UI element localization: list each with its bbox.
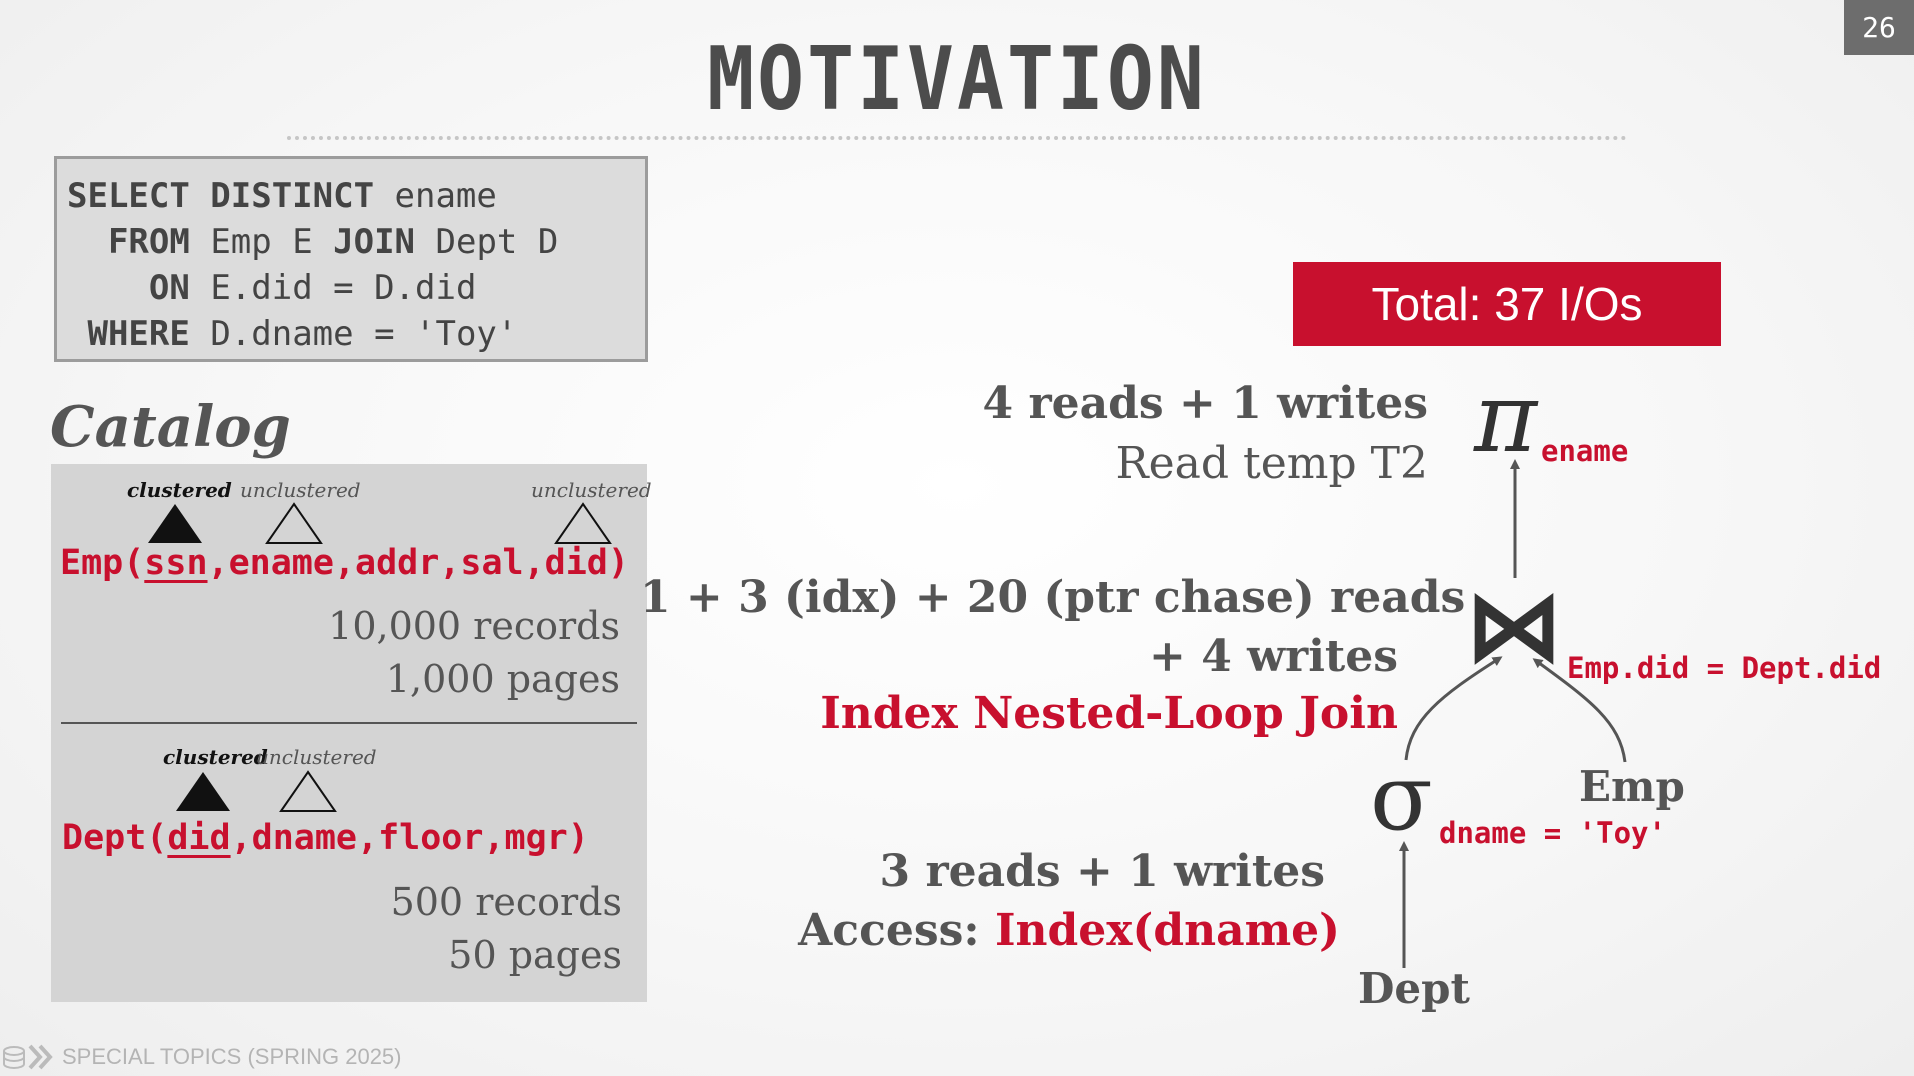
dept-index-label-clustered: clustered: [163, 745, 268, 769]
join-symbol: ⋈: [1466, 569, 1562, 682]
selection-access: Access: Index(dname): [798, 905, 1340, 956]
clustered-index-triangle-icon: [176, 772, 230, 811]
emp-schema: Emp(ssn,ename,addr,sal,did): [60, 543, 629, 583]
projection-attribute: ename: [1541, 434, 1629, 468]
emp-page-count: 1,000 pages: [385, 657, 620, 701]
projection-symbol: π: [1474, 362, 1538, 474]
footer-course-label: SPECIAL TOPICS (SPRING 2025): [62, 1044, 402, 1069]
sql-text: E.did = D.did: [189, 268, 477, 308]
sql-text: ename: [374, 176, 497, 216]
selection-predicate: dname = 'Toy': [1439, 816, 1666, 850]
emp-index-label-unclustered: unclustered: [240, 478, 361, 502]
dept-primary-key: did: [167, 818, 231, 858]
sql-keyword: JOIN: [333, 222, 416, 262]
sql-keyword: ON: [148, 268, 190, 308]
catalog-box: [51, 464, 647, 1002]
slide-title: MOTIVATION: [707, 29, 1207, 131]
unclustered-index-triangle-icon: [265, 502, 323, 544]
edge-selection-to-join: [1404, 656, 1503, 761]
dept-schema: Dept(did,dname,floor,mgr): [62, 818, 589, 858]
projection-cost: 4 reads + 1 writes: [982, 378, 1428, 429]
emp-index-label-unclustered: unclustered: [531, 478, 652, 502]
join-algorithm: Index Nested-Loop Join: [820, 688, 1398, 739]
sql-keyword: WHERE: [87, 314, 190, 354]
total-io-badge: Total: 37 I/Os: [1293, 262, 1721, 346]
dept-page-count: 50 pages: [448, 933, 622, 977]
emp-record-count: 10,000 records: [328, 604, 620, 648]
relation-dept: Dept: [1358, 964, 1470, 1013]
join-cost-writes: + 4 writes: [1149, 631, 1398, 682]
selection-cost: 3 reads + 1 writes: [879, 846, 1325, 897]
title-divider: [287, 136, 1627, 140]
dept-index-label-unclustered: unclustered: [256, 745, 377, 769]
sql-keyword: SELECT DISTINCT: [67, 176, 375, 216]
selection-access-method: Index(dname): [994, 905, 1340, 956]
slide-number: 26: [1844, 0, 1914, 55]
dept-record-count: 500 records: [390, 880, 622, 924]
edge-emp-to-join: [1532, 658, 1627, 763]
course-logo-icon: [3, 1044, 53, 1070]
sql-text: D.dname = 'Toy': [189, 314, 518, 354]
relation-emp: Emp: [1579, 762, 1685, 811]
sql-text: Dept D: [415, 222, 559, 262]
sql-keyword: FROM: [107, 222, 190, 262]
unclustered-index-triangle-icon: [554, 502, 612, 544]
footer: SPECIAL TOPICS (SPRING 2025): [0, 1038, 402, 1076]
sql-text: Emp E: [189, 222, 334, 262]
join-cost-reads: 1 + 3 (idx) + 20 (ptr chase) reads: [640, 572, 1466, 623]
sql-query-box: SELECT DISTINCT ename FROM Emp E JOIN De…: [54, 156, 648, 362]
projection-detail: Read temp T2: [1115, 438, 1429, 489]
selection-symbol: σ: [1370, 744, 1433, 851]
unclustered-index-triangle-icon: [279, 770, 337, 812]
catalog-divider: [61, 722, 637, 724]
catalog-title: Catalog: [50, 394, 291, 460]
join-predicate: Emp.did = Dept.did: [1567, 651, 1882, 685]
clustered-index-triangle-icon: [148, 504, 202, 543]
emp-index-label-clustered: clustered: [127, 478, 232, 502]
emp-primary-key: ssn: [144, 543, 208, 583]
